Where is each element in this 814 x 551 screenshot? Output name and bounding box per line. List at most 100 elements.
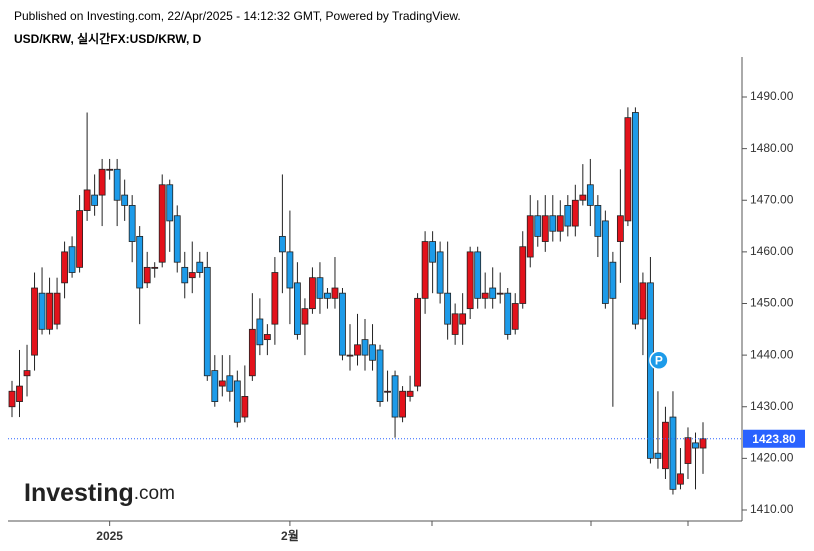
candle-body [271, 272, 279, 325]
candle-body [511, 303, 519, 330]
candle-body [286, 251, 294, 289]
candle-body [489, 287, 497, 299]
y-tick-label: 1490.00 [750, 89, 794, 103]
x-tick-label: 2025 [96, 529, 123, 543]
candle-body [354, 344, 361, 356]
y-tick-label: 1480.00 [750, 141, 794, 155]
candle-body [136, 235, 144, 289]
candle-body [181, 266, 189, 284]
candle-body [519, 246, 527, 304]
candle-body [31, 287, 38, 356]
candle-body [316, 277, 324, 299]
candle-body [98, 168, 106, 196]
logo: Investing.com [24, 479, 175, 507]
last-price-label: 1423.80 [752, 432, 796, 446]
candle-body [173, 215, 181, 263]
candle-body [436, 251, 444, 294]
candle-body [331, 287, 339, 299]
candle-body [61, 251, 68, 284]
candle-body [556, 215, 564, 232]
candle-body [451, 313, 459, 335]
candle-body [541, 215, 549, 242]
y-tick-label: 1450.00 [750, 296, 794, 310]
candle-body [579, 194, 587, 201]
candle-body [481, 292, 489, 299]
candle-body [609, 261, 617, 299]
candle-body [474, 251, 482, 299]
candle-body [699, 438, 707, 449]
candle-body [624, 117, 632, 222]
header-title: Published on Investing.com, 22/Apr/2025 … [14, 9, 461, 23]
candle-body [121, 194, 129, 206]
y-tick-label: 1440.00 [750, 347, 794, 361]
candle-body [466, 251, 474, 310]
candle-body [669, 416, 677, 490]
candle-body [632, 112, 639, 325]
candle-body [406, 390, 414, 397]
candle-body [256, 318, 264, 346]
candle-body [677, 473, 684, 485]
candle-body [384, 390, 391, 393]
candle-body [188, 272, 196, 279]
candle-body [113, 168, 121, 201]
candle-body [46, 292, 53, 330]
candle-body [654, 452, 662, 459]
logo-suffix: .com [134, 483, 175, 504]
candle-body [324, 292, 331, 299]
candle-body [391, 375, 399, 418]
candle-body [196, 261, 204, 273]
candle-body [662, 421, 669, 470]
candle-body [414, 297, 421, 387]
candle-body [504, 292, 512, 335]
y-tick-label: 1420.00 [750, 451, 794, 465]
candle-body [241, 396, 249, 418]
candle-body [8, 390, 16, 408]
candle-body [128, 205, 136, 242]
candle-body [53, 292, 61, 325]
candle-body [444, 292, 452, 325]
candle-body [564, 205, 572, 227]
candle-body [83, 189, 91, 211]
candle-body [76, 210, 83, 268]
candle-body [278, 235, 286, 253]
candle-body [376, 349, 384, 402]
candle-body [616, 215, 624, 242]
logo-brand: Investing [24, 479, 134, 507]
candle-body [526, 215, 534, 258]
candle-body [421, 241, 429, 299]
candle-body [23, 370, 31, 377]
candle-body [339, 292, 346, 356]
y-tick-label: 1470.00 [750, 192, 794, 206]
candle-body [399, 390, 406, 418]
y-tick-label: 1410.00 [750, 502, 794, 516]
candle-body [601, 220, 609, 304]
annotation-label: P [655, 353, 663, 367]
symbol: USD/KRW, 실시간FX:USD/KRW, D [14, 31, 202, 46]
candle-body [549, 215, 557, 232]
candle-body [571, 199, 579, 227]
candle-body [684, 437, 692, 464]
candle-body [692, 442, 699, 449]
candle-body [586, 184, 594, 206]
candle-body [143, 266, 151, 284]
candle-body [151, 266, 159, 269]
y-tick-label: 1430.00 [750, 399, 794, 413]
candle-body [639, 282, 647, 320]
x-tick-label: 2월 [281, 528, 299, 543]
candle-body [369, 344, 376, 361]
candle-body [309, 277, 316, 310]
candle-body [158, 184, 166, 263]
candle-body [496, 292, 504, 295]
plot [8, 107, 707, 495]
candle-body [233, 380, 241, 423]
last-price-box [743, 429, 805, 448]
candle-body [594, 205, 602, 237]
candle-body [301, 308, 309, 325]
candle-body [16, 385, 23, 402]
candle-body [106, 168, 114, 171]
candle-body [218, 380, 226, 387]
candle-body [203, 266, 211, 377]
candle-body [68, 246, 76, 273]
candle-body [459, 313, 467, 325]
